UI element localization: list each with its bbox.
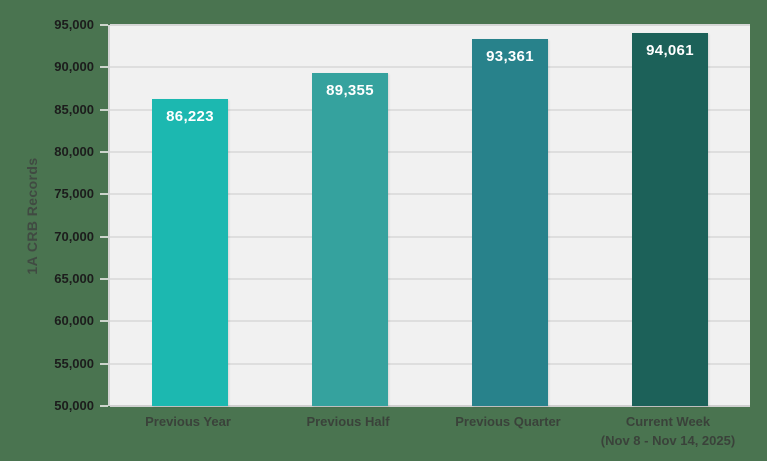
- y-axis-tick-label: 70,000: [54, 228, 94, 244]
- bar-previous-half: 89,355: [312, 72, 388, 406]
- gridline: [110, 278, 750, 280]
- y-axis-tick: [100, 362, 108, 365]
- plot-area: 86,223 89,355 93,361 94,061: [108, 24, 750, 407]
- bar-value-label: 94,061: [646, 41, 694, 59]
- gridline: [110, 235, 750, 238]
- category-sublabel-line: (Nov 8 - Nov 14, 2025): [600, 433, 736, 448]
- category-label-line: Previous Quarter: [455, 414, 561, 429]
- gridline: [110, 320, 750, 323]
- y-axis-tick-label: 55,000: [54, 355, 94, 371]
- gridline: [110, 362, 750, 365]
- category-label-line: Previous Year: [145, 414, 231, 429]
- y-axis-tick: [100, 151, 108, 153]
- bar-value-label: 89,355: [326, 81, 374, 99]
- y-axis-tick: [100, 320, 108, 323]
- gridline: [110, 405, 750, 407]
- x-axis-category-label: Previous Half: [263, 412, 433, 431]
- y-axis-tick-label: 75,000: [54, 186, 94, 202]
- y-axis-tick: [100, 278, 108, 280]
- bar-current-week: 94,061: [632, 32, 708, 406]
- category-label-line: Previous Half: [306, 414, 390, 429]
- gridline: [110, 193, 750, 196]
- y-axis-tick-label: 85,000: [54, 101, 94, 117]
- x-axis-category-label: Previous Year: [103, 412, 273, 431]
- y-axis-tick-label: 50,000: [54, 398, 94, 413]
- y-axis-tick: [100, 24, 108, 26]
- gridline: [110, 108, 750, 111]
- bar-previous-year: 86,223: [152, 99, 228, 406]
- gridline: [110, 66, 750, 69]
- y-axis-tick: [100, 235, 108, 238]
- y-axis-tick-label: 90,000: [54, 59, 94, 75]
- category-label-line: Current Week: [625, 414, 711, 429]
- gridline: [110, 24, 750, 26]
- y-axis-tick: [100, 108, 108, 111]
- bar-previous-quarter: 93,361: [472, 38, 548, 406]
- y-axis-tick-label: 80,000: [54, 144, 94, 159]
- bar-value-label: 93,361: [486, 47, 534, 65]
- bar-value-label: 86,223: [166, 108, 214, 126]
- y-axis-tick: [100, 66, 108, 69]
- y-axis-tick: [100, 193, 108, 196]
- x-axis-category-label: Current Week (Nov 8 - Nov 14, 2025): [583, 412, 753, 450]
- y-axis-title: 1A CRB Records: [24, 157, 40, 275]
- y-axis-tick-label: 95,000: [54, 17, 94, 32]
- x-axis-category-label: Previous Quarter: [423, 412, 593, 431]
- gridline: [110, 151, 750, 153]
- y-axis-tick-label: 65,000: [54, 271, 94, 286]
- y-axis-tick: [100, 405, 108, 407]
- y-axis-tick-label: 60,000: [54, 313, 94, 329]
